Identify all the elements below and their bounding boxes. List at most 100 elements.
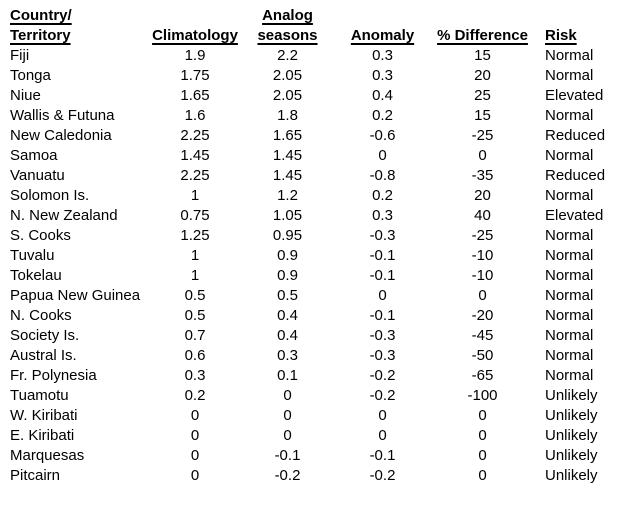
cell-climatology: 0.5 xyxy=(184,307,206,324)
cell-anomaly: 0 xyxy=(378,407,387,424)
cell-analog-seasons: 0 xyxy=(283,387,292,404)
cell-climatology: 1.6 xyxy=(184,107,206,124)
cell-climatology: 1 xyxy=(190,187,200,204)
header-risk: Risk xyxy=(545,27,577,44)
cell-analog-seasons: 0.1 xyxy=(277,367,298,384)
cell-analog-seasons: 1.45 xyxy=(272,147,303,164)
table-header: Country/ Territory Climatology Analog se… xyxy=(0,6,624,46)
cell-territory: New Caledonia xyxy=(10,127,112,144)
cell-risk: Elevated xyxy=(545,207,604,224)
table-row: Pitcairn 0 -0.2 -0.2 0 Unlikely xyxy=(0,466,624,486)
header-row: Country/ Territory Climatology Analog se… xyxy=(0,6,624,46)
cyclone-outlook-table: Country/ Territory Climatology Analog se… xyxy=(0,6,624,486)
cell-analog-seasons: 0.95 xyxy=(272,227,303,244)
header-climatology: Climatology xyxy=(152,27,238,44)
cell-risk: Reduced xyxy=(545,167,606,184)
cell-climatology: 0.7 xyxy=(184,327,206,344)
table-row: Austral Is. 0.6 0.3 -0.3 -50 Normal xyxy=(0,346,624,366)
cell-climatology: 0.3 xyxy=(184,367,206,384)
table-row: N. New Zealand 0.75 1.05 0.3 40 Elevated xyxy=(0,206,624,226)
cell-risk: Reduced xyxy=(545,127,606,144)
cell-anomaly: 0 xyxy=(378,147,387,164)
cell-analog-seasons: 2.05 xyxy=(272,87,303,104)
cell-territory: Vanuatu xyxy=(10,167,65,184)
table-row: Marquesas 0 -0.1 -0.1 0 Unlikely xyxy=(0,446,624,466)
cell-anomaly: 0.3 xyxy=(372,207,393,224)
cell-anomaly: -0.2 xyxy=(369,467,396,484)
table-row: Papua New Guinea 0.5 0.5 0 0 Normal xyxy=(0,286,624,306)
cell-analog-seasons: 2.05 xyxy=(272,67,303,84)
cell-risk: Unlikely xyxy=(545,387,598,404)
cell-climatology: 0 xyxy=(190,427,200,444)
cell-risk: Unlikely xyxy=(545,407,598,424)
cell-climatology: 1.65 xyxy=(180,87,210,104)
cell-risk: Normal xyxy=(545,327,594,344)
cell-anomaly: -0.3 xyxy=(369,347,396,364)
cell-territory: Niue xyxy=(10,87,41,104)
cell-risk: Normal xyxy=(545,287,594,304)
cell-risk: Unlikely xyxy=(545,467,598,484)
cell-territory: Austral Is. xyxy=(10,347,77,364)
cell-analog-seasons: 0.4 xyxy=(277,307,298,324)
cell-risk: Normal xyxy=(545,307,594,324)
cell-analog-seasons: 0.9 xyxy=(277,247,298,264)
cell-pct-difference: -50 xyxy=(471,347,494,364)
cell-anomaly: -0.6 xyxy=(369,127,396,144)
cell-climatology: 1 xyxy=(190,247,200,264)
header-pct-difference: % Difference xyxy=(437,27,528,44)
table-row: Wallis & Futuna 1.6 1.8 0.2 15 Normal xyxy=(0,106,624,126)
cell-territory: Fiji xyxy=(10,47,30,64)
cell-climatology: 0 xyxy=(190,447,200,464)
cell-analog-seasons: 1.65 xyxy=(272,127,303,144)
cell-pct-difference: -25 xyxy=(471,127,494,144)
cell-analog-seasons: 1.05 xyxy=(272,207,303,224)
cell-risk: Normal xyxy=(545,347,594,364)
cell-pct-difference: 15 xyxy=(474,107,491,124)
cell-territory: E. Kiribati xyxy=(10,427,75,444)
cell-territory: Papua New Guinea xyxy=(10,287,141,304)
cell-analog-seasons: 0.4 xyxy=(277,327,298,344)
header-country-territory: Country/ Territory xyxy=(0,6,150,46)
cell-analog-seasons: 0 xyxy=(283,407,292,424)
cell-anomaly: 0.2 xyxy=(372,107,393,124)
cell-climatology: 2.25 xyxy=(180,167,210,184)
cell-territory: Tonga xyxy=(10,67,51,84)
table-row: Tokelau 1 0.9 -0.1 -10 Normal xyxy=(0,266,624,286)
cell-pct-difference: 0 xyxy=(478,287,487,304)
cell-climatology: 1 xyxy=(190,267,200,284)
cell-risk: Normal xyxy=(545,247,594,264)
cell-pct-difference: 0 xyxy=(478,447,487,464)
cell-risk: Normal xyxy=(545,107,594,124)
cell-pct-difference: 0 xyxy=(478,407,487,424)
cell-climatology: 1.25 xyxy=(180,227,210,244)
table-body: Fiji 1.9 2.2 0.3 15 Normal Tonga 1.75 2.… xyxy=(0,46,624,486)
cell-pct-difference: -45 xyxy=(471,327,494,344)
table-row: Samoa 1.45 1.45 0 0 Normal xyxy=(0,146,624,166)
cell-anomaly: 0 xyxy=(378,287,387,304)
cell-climatology: 1.9 xyxy=(184,47,206,64)
cell-analog-seasons: 0 xyxy=(283,427,292,444)
cell-anomaly: 0.3 xyxy=(372,67,393,84)
table-row: New Caledonia 2.25 1.65 -0.6 -25 Reduced xyxy=(0,126,624,146)
cell-pct-difference: 0 xyxy=(478,427,487,444)
cell-pct-difference: 0 xyxy=(478,467,487,484)
cell-pct-difference: -100 xyxy=(467,387,498,404)
cell-territory: Tokelau xyxy=(10,267,62,284)
table-row: Vanuatu 2.25 1.45 -0.8 -35 Reduced xyxy=(0,166,624,186)
cell-risk: Normal xyxy=(545,267,594,284)
cell-pct-difference: -65 xyxy=(471,367,494,384)
cell-pct-difference: 20 xyxy=(474,67,491,84)
cell-territory: Fr. Polynesia xyxy=(10,367,97,384)
cell-analog-seasons: 0.3 xyxy=(277,347,298,364)
table-row: Tuvalu 1 0.9 -0.1 -10 Normal xyxy=(0,246,624,266)
cell-anomaly: -0.3 xyxy=(369,327,396,344)
cell-climatology: 2.25 xyxy=(180,127,210,144)
cell-risk: Elevated xyxy=(545,87,604,104)
cell-anomaly: -0.2 xyxy=(369,367,396,384)
header-analog-seasons: Analog seasons xyxy=(240,6,335,46)
cell-anomaly: -0.1 xyxy=(369,307,396,324)
cell-territory: Pitcairn xyxy=(10,467,61,484)
cell-risk: Normal xyxy=(545,47,594,64)
cell-anomaly: 0.3 xyxy=(372,47,393,64)
cell-risk: Normal xyxy=(545,147,594,164)
